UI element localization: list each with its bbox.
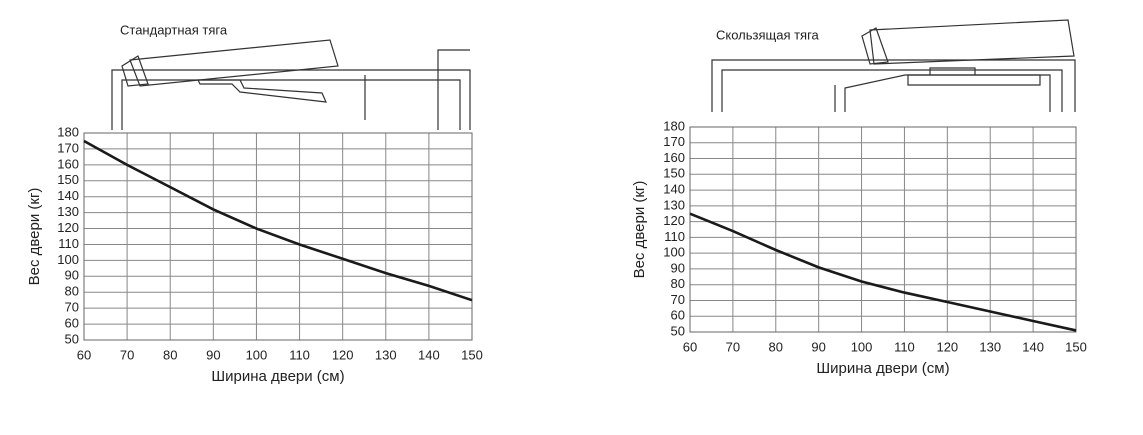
data-line <box>83 139 473 302</box>
x-tick-label: 60 <box>77 347 91 362</box>
y-axis-label: Вес двери (кг) <box>26 188 43 286</box>
y-tick-label: 120 <box>663 213 685 228</box>
y-tick-label: 100 <box>663 245 685 260</box>
y-tick-label: 50 <box>671 323 685 338</box>
y-tick-label: 70 <box>671 292 685 307</box>
x-tick-label: 120 <box>332 347 354 362</box>
y-tick-label: 170 <box>57 140 79 155</box>
x-tick-label: 110 <box>894 339 915 354</box>
y-tick-label: 70 <box>65 300 79 315</box>
y-tick-label: 140 <box>57 188 79 203</box>
y-tick-label: 80 <box>65 284 79 299</box>
y-tick-label: 60 <box>671 308 685 323</box>
x-tick-label: 60 <box>683 339 697 354</box>
y-tick-label: 160 <box>663 150 685 165</box>
chart-title: Стандартная тяга <box>120 22 228 37</box>
closer-illustration <box>711 19 1076 112</box>
plot-frame <box>689 126 1077 333</box>
y-tick-label: 110 <box>664 229 685 244</box>
x-axis-label: Ширина двери (см) <box>211 368 344 385</box>
x-tick-label: 70 <box>726 339 740 354</box>
y-tick-label: 90 <box>671 260 685 275</box>
chart-title: Скользящая тяга <box>716 27 820 42</box>
y-tick-label: 130 <box>663 197 685 212</box>
x-tick-label: 150 <box>1065 339 1087 354</box>
x-tick-label: 90 <box>206 347 220 362</box>
y-tick-label: 50 <box>65 331 79 346</box>
plot-frame <box>83 132 473 341</box>
y-tick-label: 170 <box>663 134 685 149</box>
y-tick-label: 150 <box>663 166 685 181</box>
x-tick-label: 70 <box>120 347 134 362</box>
y-tick-label: 90 <box>65 268 79 283</box>
x-tick-label: 130 <box>375 347 397 362</box>
y-tick-label: 80 <box>671 276 685 291</box>
y-tick-label: 150 <box>57 172 79 187</box>
data-line <box>689 212 1077 332</box>
x-tick-label: 110 <box>289 347 310 362</box>
x-tick-label: 130 <box>979 339 1001 354</box>
x-tick-label: 140 <box>418 347 440 362</box>
x-tick-label: 100 <box>851 339 873 354</box>
x-tick-label: 120 <box>936 339 958 354</box>
y-tick-label: 160 <box>57 156 79 171</box>
x-axis-label: Ширина двери (см) <box>816 360 949 377</box>
x-tick-label: 100 <box>246 347 268 362</box>
y-tick-label: 140 <box>663 182 685 197</box>
y-tick-label: 110 <box>58 236 79 251</box>
closer-illustration <box>111 39 471 130</box>
x-tick-label: 90 <box>811 339 825 354</box>
x-tick-label: 150 <box>461 347 483 362</box>
x-tick-label: 80 <box>769 339 783 354</box>
x-tick-label: 140 <box>1022 339 1044 354</box>
x-tick-label: 80 <box>163 347 177 362</box>
y-tick-label: 180 <box>57 124 79 139</box>
y-tick-label: 180 <box>663 118 685 133</box>
y-tick-label: 120 <box>57 220 79 235</box>
y-tick-label: 100 <box>57 252 79 267</box>
y-tick-label: 130 <box>57 204 79 219</box>
y-axis-label: Вес двери (кг) <box>631 181 648 279</box>
y-tick-label: 60 <box>65 316 79 331</box>
